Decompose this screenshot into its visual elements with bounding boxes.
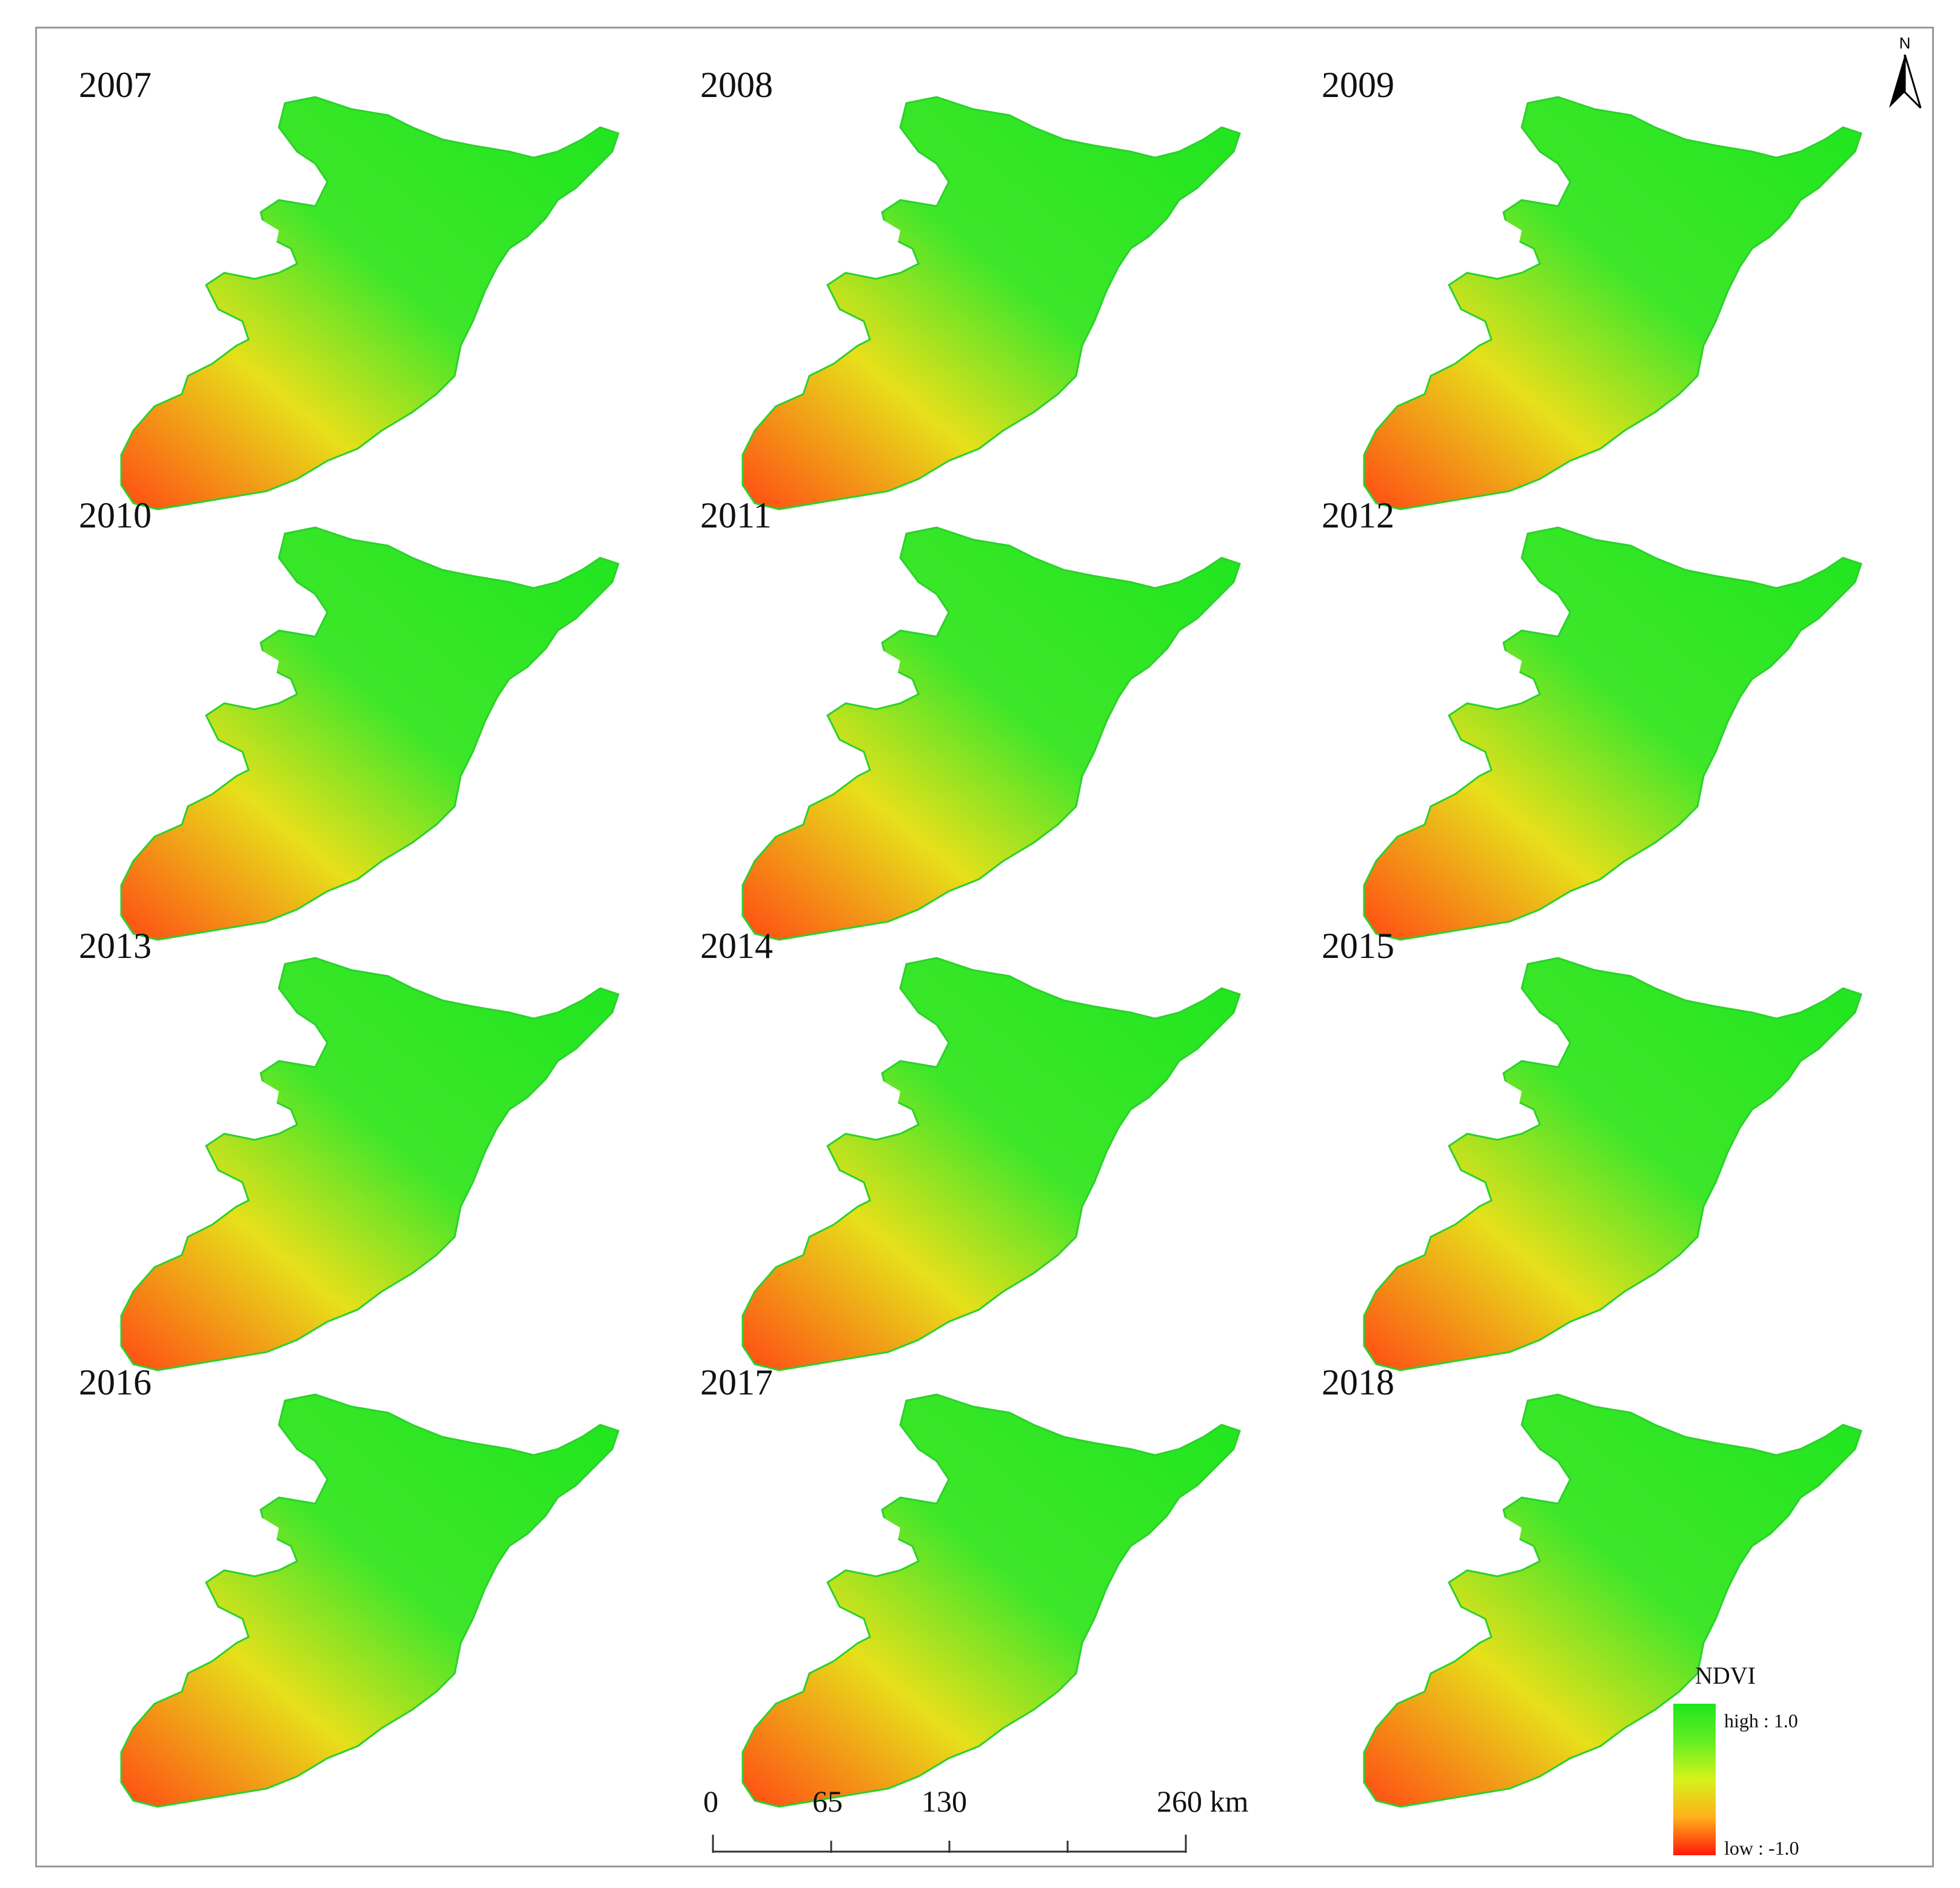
lake-hole	[212, 643, 279, 703]
map-panel-2008: 2008	[694, 65, 1313, 510]
region-map	[1363, 957, 1862, 1371]
legend-color-ramp	[1673, 1704, 1716, 1855]
year-label: 2017	[700, 1362, 773, 1402]
map-panel-2017: 2017	[694, 1362, 1313, 1808]
year-label: 2010	[79, 495, 152, 535]
year-label: 2008	[700, 65, 773, 105]
lake-hole	[212, 1073, 279, 1134]
lake-hole	[834, 1073, 900, 1134]
map-panel-2016: 2016	[73, 1362, 691, 1808]
study-area-shape	[120, 1393, 620, 1808]
lake-hole	[212, 212, 279, 273]
region-map	[120, 96, 620, 510]
year-label: 2012	[1322, 495, 1394, 535]
region-map	[1363, 1393, 1862, 1808]
study-area-shape	[741, 96, 1241, 510]
legend-high-label: high : 1.0	[1724, 1710, 1798, 1732]
map-panel-2012: 2012	[1316, 495, 1934, 941]
scale-label-65: 65	[812, 1784, 843, 1818]
study-area-shape	[1363, 1393, 1862, 1808]
map-panel-2018: 2018	[1316, 1362, 1934, 1808]
lake-hole	[834, 212, 900, 273]
scale-label-260: 260 km	[1157, 1784, 1249, 1818]
lake-hole	[212, 1510, 279, 1570]
lake-hole	[1455, 1510, 1522, 1570]
lake-hole	[834, 1510, 900, 1570]
study-area-shape	[1363, 96, 1862, 510]
region-map	[1363, 96, 1862, 510]
lake-hole	[1455, 1073, 1522, 1134]
scale-bar: 0 65 130 260 km	[697, 1786, 1267, 1865]
map-panel-2011: 2011	[694, 495, 1313, 941]
year-label: 2013	[79, 926, 152, 966]
lake-hole	[1455, 212, 1522, 273]
lake-hole	[834, 643, 900, 703]
region-map	[120, 957, 620, 1371]
study-area-shape	[120, 957, 620, 1371]
year-label: 2009	[1322, 65, 1394, 105]
map-panel-2015: 2015	[1316, 926, 1934, 1371]
year-label: 2016	[79, 1362, 152, 1402]
north-arrow-icon	[1889, 55, 1922, 109]
year-label: 2015	[1322, 926, 1394, 966]
year-label: 2007	[79, 65, 152, 105]
region-map	[741, 957, 1241, 1371]
region-map	[741, 96, 1241, 510]
year-label: 2018	[1322, 1362, 1394, 1402]
lake-hole	[1455, 643, 1522, 703]
year-label: 2011	[700, 495, 772, 535]
region-map	[120, 1393, 620, 1808]
north-label: N	[1899, 34, 1911, 52]
scale-label-0: 0	[703, 1784, 718, 1818]
region-map	[1363, 526, 1862, 941]
region-map	[120, 526, 620, 941]
scale-bar-line	[712, 1835, 1187, 1853]
study-area-shape	[741, 526, 1241, 941]
region-map	[741, 1393, 1241, 1808]
region-map	[741, 526, 1241, 941]
study-area-shape	[1363, 957, 1862, 1371]
legend-low-label: low : -1.0	[1724, 1837, 1799, 1859]
north-arrow: N	[1881, 34, 1929, 113]
scale-label-130: 130	[921, 1784, 967, 1818]
map-panel-2013: 2013	[73, 926, 691, 1371]
map-panel-2010: 2010	[73, 495, 691, 941]
year-label: 2014	[700, 926, 773, 966]
map-panel-2014: 2014	[694, 926, 1313, 1371]
map-panel-2007: 2007	[73, 65, 691, 510]
study-area-shape	[741, 1393, 1241, 1808]
study-area-shape	[120, 96, 620, 510]
study-area-shape	[120, 526, 620, 941]
ndvi-legend: NDVI high : 1.0 low : -1.0	[1673, 1661, 1855, 1859]
legend-title: NDVI	[1695, 1662, 1756, 1689]
study-area-shape	[741, 957, 1241, 1371]
study-area-shape	[1363, 526, 1862, 941]
map-panel-2009: 2009	[1316, 65, 1934, 510]
